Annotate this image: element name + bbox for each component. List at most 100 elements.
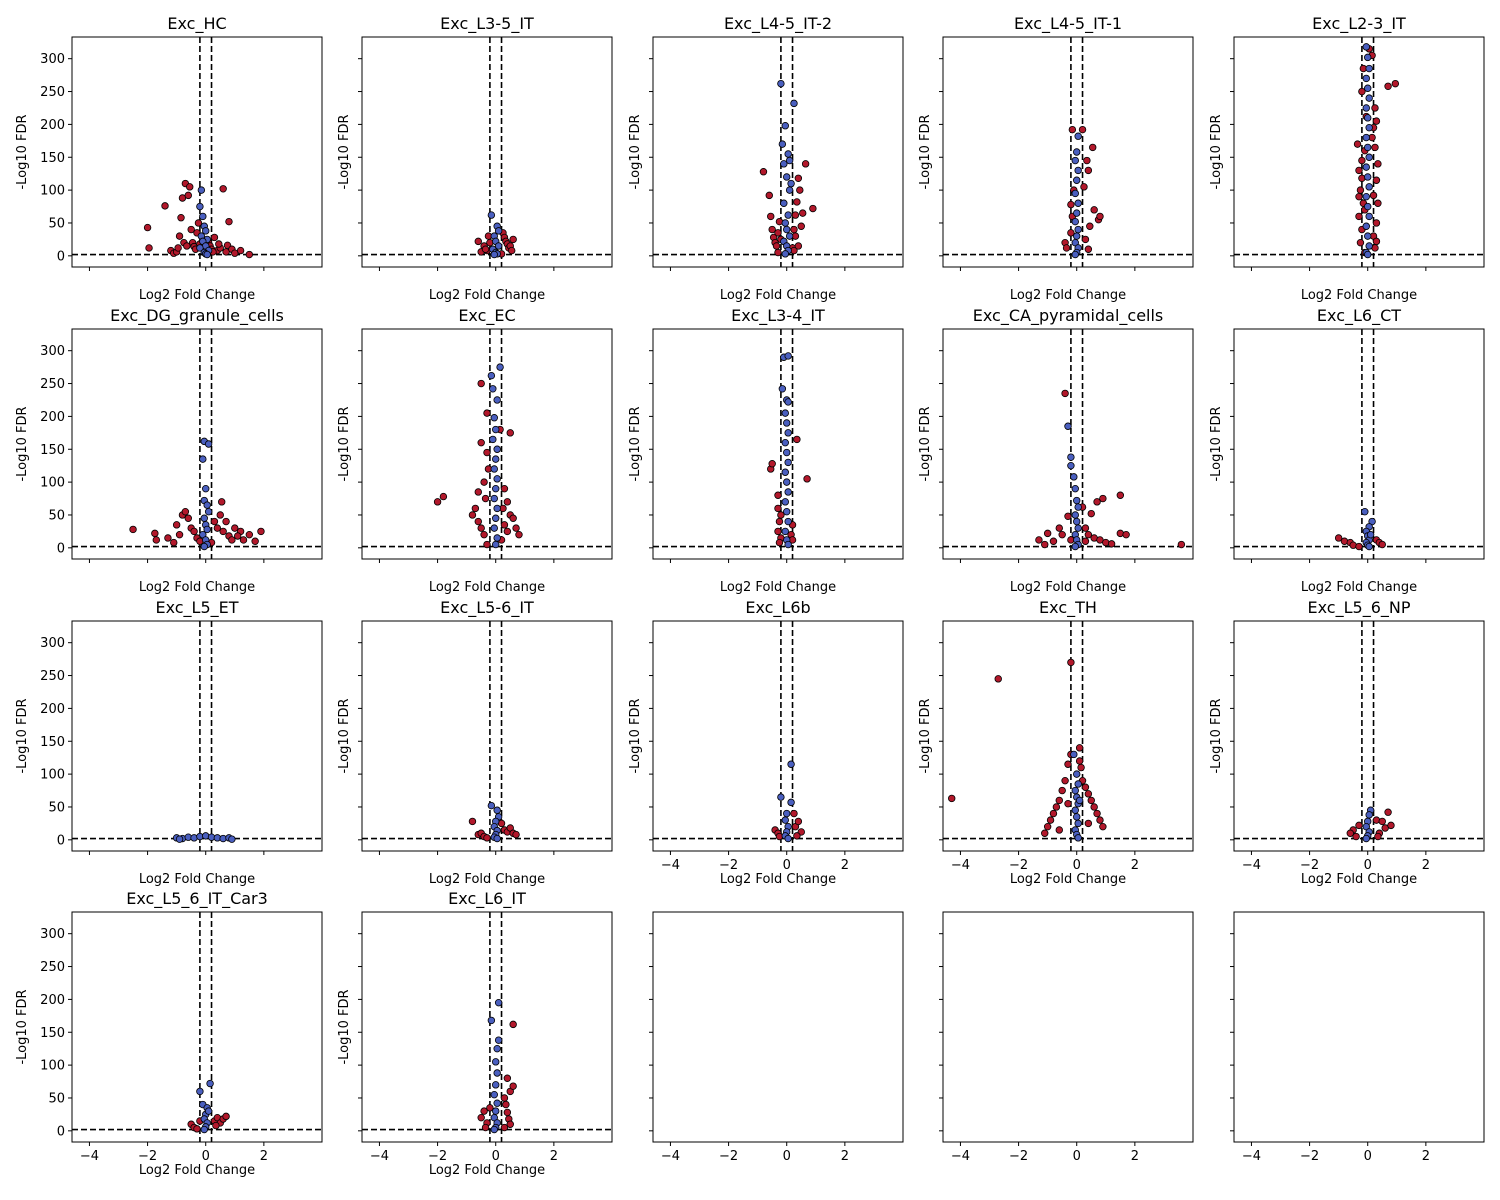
point-up	[222, 517, 230, 526]
point-up	[515, 530, 523, 539]
x-tick-label: 0	[783, 1149, 791, 1164]
y-tick-label: 0	[57, 833, 65, 848]
y-axis-label: -Log10 FDR	[15, 406, 30, 481]
axes-frame	[942, 328, 1194, 560]
point-up	[1067, 229, 1075, 237]
point-up	[1378, 817, 1386, 826]
point-up	[210, 233, 219, 242]
point-down	[199, 455, 207, 463]
x-tick-label: 2	[260, 1149, 268, 1164]
point-up	[772, 242, 781, 250]
point-down	[493, 806, 501, 814]
point-up	[170, 538, 178, 547]
point-up	[1355, 821, 1363, 830]
point-down	[787, 760, 795, 768]
point-down	[1071, 542, 1079, 551]
point-down	[1365, 183, 1373, 191]
point-up	[1355, 212, 1363, 221]
point-up	[183, 242, 191, 250]
plot-area	[1234, 329, 1484, 559]
point-up	[1061, 389, 1069, 398]
point-up	[503, 498, 512, 506]
axes-frame	[1233, 911, 1485, 1143]
point-down	[781, 122, 789, 130]
point-up	[512, 524, 520, 532]
point-down	[784, 834, 792, 843]
point-down	[784, 398, 792, 406]
point-up	[245, 250, 254, 259]
point-up	[233, 532, 242, 540]
point-up	[1064, 512, 1072, 520]
plot-area	[72, 37, 322, 267]
point-up	[774, 491, 782, 499]
point-up	[439, 492, 448, 501]
point-up	[474, 237, 482, 246]
point-up	[767, 212, 775, 221]
point-up	[175, 530, 184, 539]
point-down	[1075, 796, 1084, 805]
point-up	[774, 229, 782, 237]
point-up	[143, 223, 152, 232]
point-up	[508, 246, 516, 255]
x-tick-label: −2	[428, 1149, 447, 1164]
x-tick-label: −4	[1242, 1149, 1261, 1164]
point-up	[1374, 199, 1382, 207]
subplot-title: Exc_DG_granule_cells	[110, 306, 284, 326]
point-up	[1084, 530, 1093, 539]
y-tick-label: 150	[40, 151, 65, 166]
point-up	[1087, 796, 1095, 805]
y-axis-label: -Log10 FDR	[628, 698, 643, 773]
point-up	[774, 504, 782, 513]
subplot-title: Exc_EC	[458, 306, 515, 326]
point-down	[785, 186, 794, 194]
x-axis-label: Log2 Fold Change	[429, 580, 545, 595]
point-down	[206, 1079, 214, 1088]
point-up	[794, 242, 803, 250]
point-down	[1071, 250, 1079, 259]
point-up	[799, 209, 807, 217]
x-axis-label: Log2 Fold Change	[429, 872, 545, 887]
subplot-14: Exc_TH Log2 Fold Change -Log10 FDR −4 −2 0 2	[918, 598, 1194, 887]
point-up	[1081, 783, 1090, 791]
y-tick-label: 150	[40, 443, 65, 458]
x-tick-label: 0	[202, 1149, 210, 1164]
point-up	[948, 794, 956, 803]
point-up	[793, 198, 801, 206]
point-up	[994, 675, 1002, 683]
point-down	[490, 524, 498, 532]
point-down	[492, 1081, 500, 1089]
point-up	[474, 488, 482, 496]
plot-area	[72, 329, 322, 559]
point-up	[151, 529, 159, 538]
y-tick-label: 250	[40, 85, 65, 100]
point-up	[1058, 786, 1066, 795]
point-down	[783, 448, 791, 457]
point-up	[1083, 156, 1091, 165]
point-up	[1355, 192, 1363, 201]
point-up	[1090, 803, 1098, 811]
point-up	[1055, 826, 1063, 834]
point-up	[480, 478, 488, 486]
x-tick-label: −4	[951, 1149, 970, 1164]
point-down	[1071, 217, 1079, 226]
point-down	[489, 385, 497, 393]
point-up	[177, 214, 185, 222]
axes-frame	[361, 36, 613, 268]
subplot-title: Exc_L6_CT	[1317, 306, 1401, 326]
point-up	[1080, 183, 1088, 191]
point-up	[1122, 530, 1130, 539]
point-up	[1356, 238, 1365, 247]
y-tick-label: 300	[40, 52, 65, 67]
plot-area	[943, 37, 1193, 267]
axes-frame	[652, 620, 904, 852]
point-down	[781, 816, 789, 824]
point-up	[1346, 829, 1354, 837]
point-up	[184, 514, 192, 522]
x-tick-label: 2	[841, 858, 849, 873]
point-up	[481, 245, 490, 253]
point-up	[1068, 125, 1077, 134]
y-axis-label: -Log10 FDR	[15, 989, 30, 1064]
point-up	[483, 834, 491, 842]
point-up	[1086, 222, 1094, 230]
